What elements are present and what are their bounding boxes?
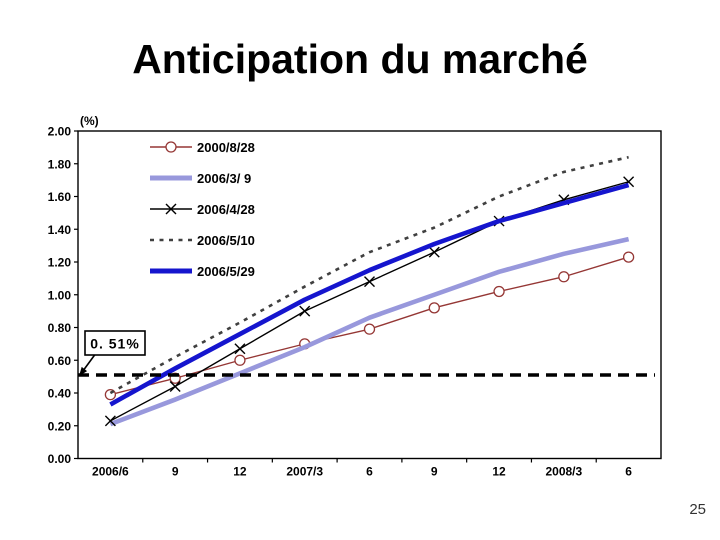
page-number: 25 [689, 501, 706, 518]
legend-label-4: 2006/5/29 [197, 264, 255, 279]
y-tick-label: 1.00 [48, 288, 72, 302]
series-line-4 [109, 182, 630, 407]
series-marker-0 [493, 285, 505, 298]
y-tick-label: 0.60 [48, 354, 72, 368]
series-marker-2 [428, 246, 440, 258]
y-tick-label: 0.80 [48, 321, 72, 335]
y-tick-label: 1.80 [48, 157, 72, 171]
series-marker-2 [169, 380, 181, 392]
series-line-2 [110, 181, 629, 422]
y-tick-label: 1.20 [48, 256, 72, 270]
legend-label-3: 2006/5/10 [197, 233, 255, 248]
x-tick-label: 12 [233, 465, 247, 479]
callout-label: 0. 51% [90, 336, 140, 352]
series-marker-2 [364, 276, 375, 288]
y-tick-label: 0.40 [48, 387, 72, 401]
x-tick-label: 6 [625, 465, 632, 479]
series-line-3 [109, 155, 629, 395]
y-tick-label: 0.20 [48, 419, 72, 433]
legend-marker-0 [165, 141, 177, 153]
series-marker-0 [234, 354, 246, 366]
y-tick-label: 1.40 [48, 223, 72, 237]
callout-arrowhead [79, 366, 88, 376]
x-tick-label: 2008/3 [545, 465, 582, 479]
y-tick-label: 0.00 [48, 452, 72, 466]
legend-label-2: 2006/4/28 [197, 202, 255, 217]
x-tick-label: 9 [172, 465, 179, 479]
x-tick-label: 2007/3 [286, 465, 323, 479]
legend-label-1: 2006/3/ 9 [197, 171, 251, 186]
series-marker-2 [234, 343, 246, 355]
x-tick-label: 2006/6 [92, 465, 129, 479]
x-tick-label: 6 [366, 465, 373, 479]
series-marker-2 [104, 415, 116, 427]
x-tick-label: 12 [492, 465, 506, 479]
series-marker-0 [558, 271, 570, 283]
y-tick-label: 2.00 [48, 125, 72, 139]
series-marker-0 [363, 323, 376, 335]
y-axis-unit-label: (%) [80, 114, 99, 128]
series-marker-0 [428, 302, 440, 314]
callout-arrow [83, 354, 96, 370]
y-tick-label: 1.60 [48, 190, 72, 204]
series-marker-2 [299, 305, 311, 317]
legend-label-0: 2000/8/28 [197, 140, 255, 155]
legend-marker-2 [165, 203, 177, 215]
series-line-1 [109, 236, 630, 427]
callout-box [84, 330, 146, 356]
series-marker-0 [622, 251, 635, 263]
x-tick-label: 9 [431, 465, 438, 479]
slide-title: Anticipation du marché [132, 36, 588, 82]
